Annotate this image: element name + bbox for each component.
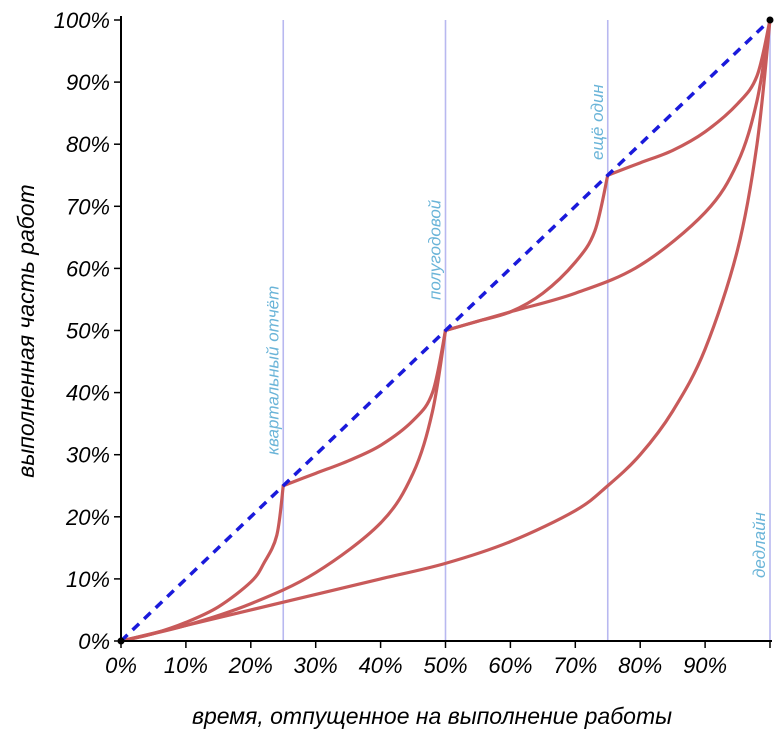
progress-curve: [281, 328, 448, 488]
x-tick-label: 40%: [359, 653, 403, 678]
y-tick-label: 10%: [66, 567, 110, 592]
y-tick-label: 50%: [66, 319, 110, 344]
curves: [117, 16, 774, 645]
x-tick-label: 60%: [488, 653, 532, 678]
x-tick-label: 80%: [618, 653, 662, 678]
y-tick-label: 100%: [54, 8, 110, 33]
marker-lines: [282, 20, 771, 641]
x-axis-title: время, отпущенное на выполнение работы: [192, 703, 672, 729]
x-tick-label: 50%: [423, 653, 467, 678]
x-tick-label: 90%: [683, 653, 727, 678]
progress-curve: [443, 18, 772, 333]
x-tick-label: 30%: [294, 653, 338, 678]
marker-label: полугодовой: [426, 199, 445, 300]
x-tick-label: 0%: [105, 653, 137, 678]
axes: [114, 16, 772, 648]
endpoint-dot: [766, 16, 774, 24]
y-tick-label: 40%: [66, 381, 110, 406]
y-tick-label: 30%: [66, 443, 110, 468]
y-tick-label: 20%: [65, 505, 110, 530]
labels: квартальный отчёт полугодовой ещё один дедл…: [54, 8, 769, 678]
x-tick-label: 70%: [553, 653, 597, 678]
x-tick-label: 10%: [164, 653, 208, 678]
progress-curve: [606, 18, 772, 177]
y-tick-label: 70%: [66, 194, 110, 219]
marker-label: квартальный отчёт: [263, 286, 282, 455]
progress-curve: [119, 18, 772, 643]
marker-label: ещё один: [588, 84, 607, 160]
y-tick-label: 60%: [66, 256, 110, 281]
marker-label: дедлайн: [750, 511, 769, 578]
y-axis-title: выполненная часть работ: [13, 184, 39, 477]
ideal-diagonal: [119, 18, 772, 643]
y-tick-label: 0%: [78, 629, 110, 654]
y-tick-label: 90%: [66, 70, 110, 95]
y-tick-label: 80%: [66, 132, 110, 157]
x-tick-label: 20%: [228, 653, 273, 678]
